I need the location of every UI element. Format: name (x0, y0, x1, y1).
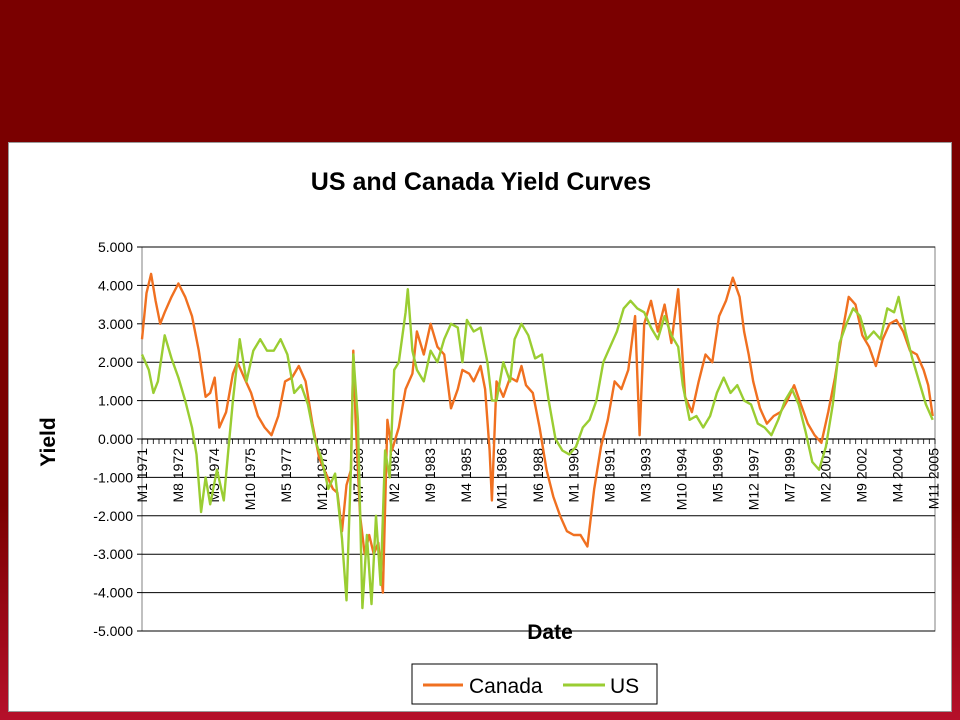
x-tick-label: M3 1974 (206, 448, 222, 503)
x-minor-ticks (141, 439, 936, 444)
series-line-us (140, 288, 934, 610)
legend-label-us: US (610, 675, 639, 698)
y-tick-label: 5.000 (98, 239, 133, 255)
chart: US and Canada Yield Curves 5.000 4.000 3.0… (37, 168, 941, 705)
x-tick-label: M9 1983 (422, 448, 438, 503)
y-tick-label: -5.000 (93, 623, 133, 639)
y-tick-label: 4.000 (98, 277, 133, 293)
x-axis-title: Date (527, 621, 573, 644)
y-tick-label: -2.000 (93, 508, 133, 524)
chart-panel: US and Canada Yield Curves 5.000 4.000 3.0… (8, 142, 952, 712)
y-tick-label: 2.000 (98, 354, 133, 370)
x-tick-label: M8 1972 (170, 448, 186, 503)
x-tick-label: M10 1994 (674, 448, 690, 510)
legend: Canada US (411, 663, 658, 705)
y-tick-label: 0.000 (98, 431, 133, 447)
x-tick-label: M7 1999 (782, 448, 798, 503)
y-tick-label: -3.000 (93, 546, 133, 562)
x-tick-label: M2 2001 (817, 448, 833, 503)
y-tick-label: -1.000 (93, 469, 133, 485)
x-tick-label: M10 1975 (242, 448, 258, 510)
x-tick-label: M8 1991 (602, 448, 618, 503)
x-tick-label: M1 1990 (566, 448, 582, 503)
series-lines (140, 272, 934, 610)
x-tick-label: M12 1978 (314, 448, 330, 510)
y-axis-ticks: 5.000 4.000 3.000 2.000 1.000 0.000 -1.000 -2.0… (93, 239, 142, 639)
y-tick-label: 1.000 (98, 393, 133, 409)
x-tick-label: M1 1971 (134, 448, 150, 503)
y-axis-title: Yield (37, 417, 60, 466)
y-tick-label: 3.000 (98, 316, 133, 332)
x-tick-label: M4 1985 (458, 448, 474, 503)
x-tick-label: M11 2005 (925, 448, 941, 509)
x-tick-label: M9 2002 (854, 448, 870, 503)
chart-title: US and Canada Yield Curves (311, 168, 651, 196)
x-tick-label: M12 1997 (746, 448, 762, 510)
y-tick-label: -4.000 (93, 585, 133, 601)
x-tick-label: M3 1993 (638, 448, 654, 503)
x-tick-label: M5 1996 (710, 448, 726, 503)
x-tick-label: M5 1977 (278, 448, 294, 503)
x-axis: M1 1971 M8 1972 M3 1974 M10 1975 M5 1977 M12 … (134, 438, 941, 510)
x-tick-label: M6 1988 (530, 448, 546, 503)
x-tick-label: M11 1986 (494, 448, 510, 509)
x-tick-label: M4 2004 (890, 448, 906, 503)
legend-label-canada: Canada (469, 675, 543, 698)
